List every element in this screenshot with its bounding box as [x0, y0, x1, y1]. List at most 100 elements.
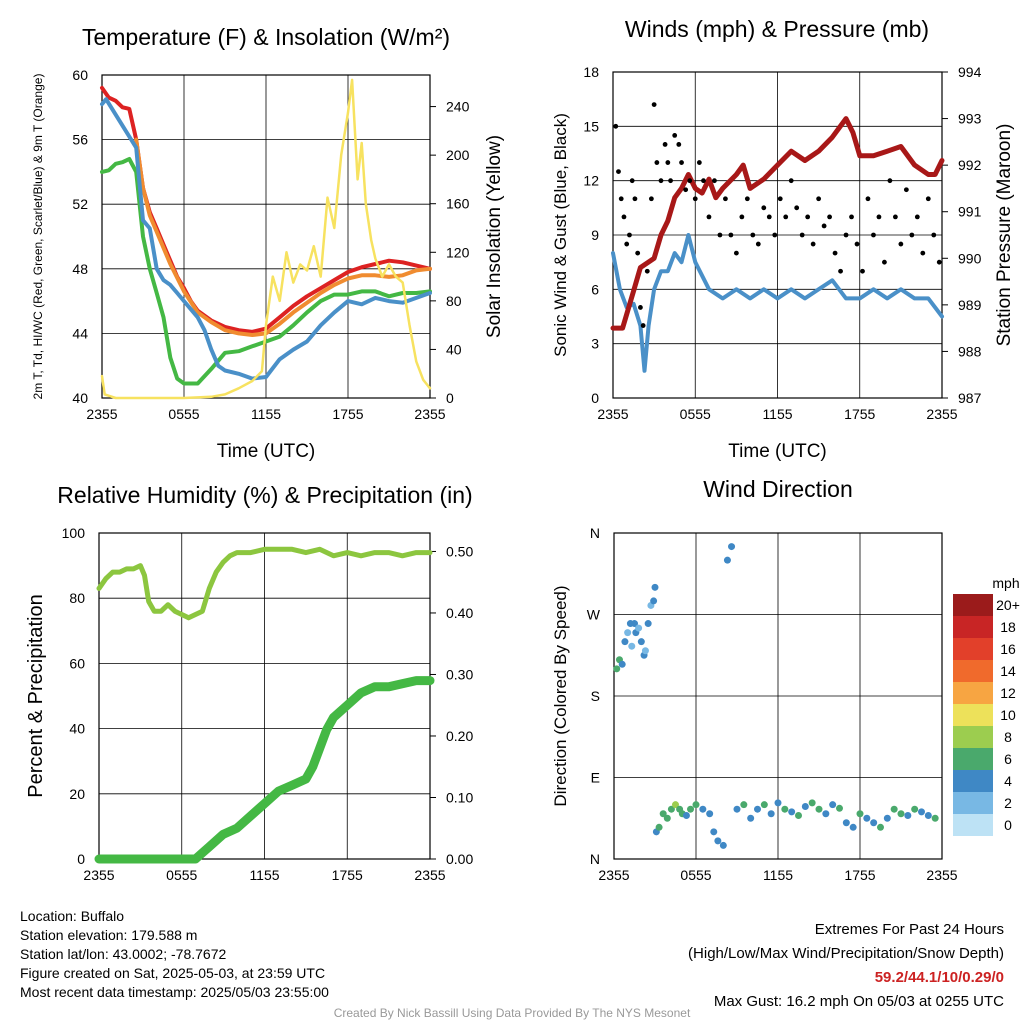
gust-point	[658, 178, 664, 184]
x-tick-label: 2355	[926, 406, 957, 422]
x-tick-label: 1155	[249, 867, 279, 883]
station-location: Location: Buffalo	[20, 908, 125, 924]
y2-tick-label: 987	[958, 390, 982, 406]
colorbar-title: mph	[992, 575, 1019, 591]
gust-point	[627, 232, 632, 238]
gust-point	[772, 232, 778, 238]
gust-point	[832, 250, 838, 256]
colorbar-swatch	[953, 594, 993, 616]
gust-point	[854, 241, 860, 247]
station-info: Location: Buffalo Station elevation: 179…	[20, 907, 329, 1002]
plot-frame	[101, 74, 431, 399]
direction-point	[644, 620, 652, 628]
gust-point	[662, 142, 668, 147]
direction-point	[710, 828, 718, 836]
direction-point	[815, 805, 823, 813]
direction-point	[719, 841, 727, 849]
y-tick-label: 18	[583, 64, 599, 80]
chart-title: Relative Humidity (%) & Precipitation (i…	[57, 482, 472, 508]
y-tick-label: 9	[591, 227, 599, 243]
direction-point	[897, 810, 905, 818]
max-gust: Max Gust: 16.2 mph On 05/03 at 0255 UTC	[713, 993, 1004, 1010]
y2-tick-label: 200	[446, 147, 470, 163]
figure-created: Figure created on Sat, 2025-05-03, at 23…	[20, 965, 326, 981]
direction-point	[924, 812, 932, 820]
gust-point	[665, 160, 671, 165]
gust-point	[925, 196, 931, 202]
colorbar-label: 20+	[996, 597, 1020, 613]
gust-point	[892, 214, 898, 220]
gust-point	[871, 232, 876, 238]
gust-point	[644, 268, 650, 274]
direction-point	[740, 801, 748, 809]
direction-point	[842, 819, 850, 827]
plot-frame	[98, 532, 431, 860]
gust-point	[920, 250, 926, 256]
gust-point	[679, 160, 684, 165]
colorbar-swatch	[953, 660, 993, 682]
extremes-values: 59.2/44.1/10/0.29/0	[874, 969, 1004, 986]
series-line-pressure	[610, 116, 945, 331]
colorbar-swatch	[953, 748, 993, 770]
direction-point	[788, 808, 796, 816]
y2-tick-label: 0.50	[446, 543, 473, 559]
gust-point	[766, 214, 772, 220]
x-tick-label: 2355	[926, 867, 957, 883]
y2-tick-label: 991	[958, 204, 982, 220]
x-tick-label: 2355	[598, 867, 629, 883]
y-tick-label: 40	[72, 390, 88, 406]
y2-tick-label: 0.00	[446, 851, 473, 867]
y2-tick-label: 989	[958, 297, 982, 313]
colorbar-swatch	[953, 792, 993, 814]
colorbar-swatch	[953, 814, 993, 836]
x-tick-label: 0555	[680, 867, 711, 883]
gust-point	[638, 305, 643, 310]
gust-point	[733, 250, 739, 256]
gust-point	[755, 241, 761, 247]
y-tick-label: 6	[591, 281, 599, 297]
x-axis-label: Time (UTC)	[217, 441, 316, 462]
x-tick-label: 0555	[168, 406, 199, 422]
y2-tick-label: 990	[958, 250, 982, 266]
direction-point	[836, 804, 843, 812]
y-axis-label: 2m T, Td, HI/WC (Red, Green, Scarlet/Blu…	[31, 74, 45, 400]
direction-point	[728, 543, 736, 551]
direction-point	[870, 819, 878, 827]
y-tick-label: 56	[72, 132, 88, 148]
x-tick-label: 2355	[414, 406, 445, 422]
gust-point	[728, 232, 734, 238]
y-tick-label: 40	[69, 721, 85, 737]
y-tick-label: 60	[72, 67, 88, 83]
gust-point	[744, 196, 750, 202]
gust-point	[750, 232, 756, 238]
gust-point	[860, 268, 865, 274]
direction-point	[890, 805, 898, 813]
y2-tick-label: 988	[958, 343, 982, 359]
direction-point	[635, 624, 643, 632]
gust-point	[838, 268, 843, 274]
y2-tick-label: 992	[958, 157, 982, 173]
gust-point	[909, 232, 915, 238]
direction-point	[659, 810, 667, 818]
gust-point	[706, 214, 712, 220]
series-line-wind	[611, 233, 944, 373]
direction-point	[747, 814, 755, 822]
gust-point	[616, 169, 621, 175]
gust-point	[903, 187, 909, 193]
gust-point	[621, 214, 627, 220]
colorbar-label: 8	[1004, 729, 1012, 745]
y-tick-label: 100	[62, 525, 86, 541]
gust-point	[794, 205, 800, 211]
y-tick-label: W	[587, 607, 601, 623]
direction-point	[641, 647, 649, 655]
y2-tick-label: 0.20	[446, 728, 473, 744]
y2-axis-label: Station Pressure (Maroon)	[994, 124, 1015, 347]
gust-point	[717, 232, 723, 238]
series-line-9m-t	[134, 137, 432, 337]
x-tick-label: 1755	[332, 406, 363, 422]
y-tick-label: 20	[69, 786, 85, 802]
direction-point	[904, 812, 912, 820]
y2-tick-label: 0.40	[446, 605, 473, 621]
direction-point	[911, 805, 919, 813]
direction-point	[849, 823, 857, 831]
